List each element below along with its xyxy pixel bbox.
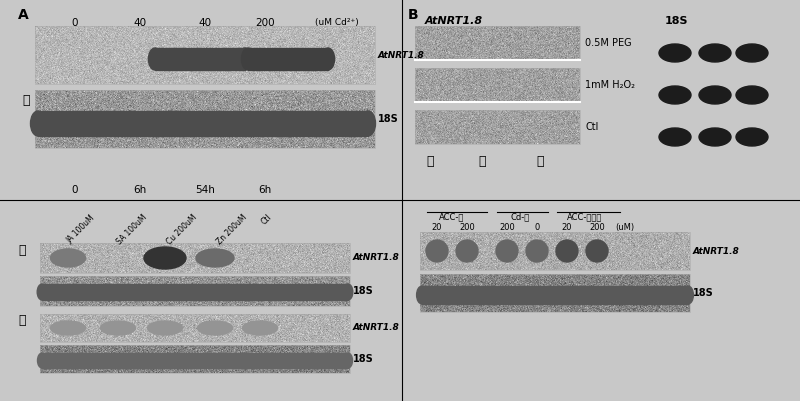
Bar xyxy=(35,90,375,148)
Ellipse shape xyxy=(659,44,691,62)
Ellipse shape xyxy=(736,128,768,146)
Text: ACC-根: ACC-根 xyxy=(439,212,465,221)
Ellipse shape xyxy=(38,284,46,300)
Bar xyxy=(155,48,245,70)
Text: B: B xyxy=(408,8,418,22)
Text: 18S: 18S xyxy=(353,286,374,296)
Ellipse shape xyxy=(144,247,186,269)
Text: 40: 40 xyxy=(134,18,146,28)
Bar xyxy=(420,274,690,312)
Ellipse shape xyxy=(659,128,691,146)
Text: 18S: 18S xyxy=(693,288,714,298)
Ellipse shape xyxy=(343,353,353,368)
Text: (uM Cd²⁺): (uM Cd²⁺) xyxy=(315,18,358,27)
Text: AtNRT1.8: AtNRT1.8 xyxy=(425,16,483,26)
Text: 茎: 茎 xyxy=(426,155,434,168)
Text: A: A xyxy=(18,8,29,22)
Ellipse shape xyxy=(242,321,278,335)
Ellipse shape xyxy=(147,321,182,335)
Ellipse shape xyxy=(196,249,234,267)
Text: 0.5M PEG: 0.5M PEG xyxy=(585,38,632,48)
Ellipse shape xyxy=(496,240,518,262)
Ellipse shape xyxy=(38,353,46,368)
Ellipse shape xyxy=(238,48,252,70)
Text: 0: 0 xyxy=(72,185,78,195)
Bar xyxy=(415,110,580,144)
Ellipse shape xyxy=(242,48,254,70)
Ellipse shape xyxy=(361,111,375,136)
Text: Ctl: Ctl xyxy=(260,213,274,227)
Ellipse shape xyxy=(149,48,162,70)
Text: Ctl: Ctl xyxy=(585,122,598,132)
Text: AtNRT1.8: AtNRT1.8 xyxy=(353,253,400,263)
Bar xyxy=(38,111,368,136)
Text: 200: 200 xyxy=(589,223,605,232)
Ellipse shape xyxy=(659,86,691,104)
Text: (uM): (uM) xyxy=(615,223,634,232)
Bar xyxy=(40,345,350,373)
Text: JA 100uM: JA 100uM xyxy=(65,213,97,245)
Ellipse shape xyxy=(699,128,731,146)
Ellipse shape xyxy=(556,240,578,262)
Text: 40: 40 xyxy=(198,18,211,28)
Text: 6h: 6h xyxy=(134,185,146,195)
Text: ACC-根，叶: ACC-根，叶 xyxy=(567,212,602,221)
Text: SA 100uM: SA 100uM xyxy=(115,213,149,247)
Ellipse shape xyxy=(682,286,694,304)
Text: 20: 20 xyxy=(432,223,442,232)
Ellipse shape xyxy=(736,86,768,104)
Bar xyxy=(42,284,348,300)
Text: 20: 20 xyxy=(562,223,572,232)
Text: 54h: 54h xyxy=(195,185,215,195)
Bar xyxy=(415,68,580,102)
Bar xyxy=(40,314,350,342)
Bar xyxy=(35,26,375,84)
Text: Zn 200uM: Zn 200uM xyxy=(215,213,249,247)
Ellipse shape xyxy=(322,48,334,70)
Text: 0: 0 xyxy=(534,223,540,232)
Ellipse shape xyxy=(699,86,731,104)
Ellipse shape xyxy=(343,284,353,300)
Text: AtNRT1.8: AtNRT1.8 xyxy=(353,324,400,332)
Ellipse shape xyxy=(736,44,768,62)
Text: Cd-根: Cd-根 xyxy=(510,212,530,221)
Bar xyxy=(415,26,580,60)
Text: 1mM H₂O₂: 1mM H₂O₂ xyxy=(585,80,635,90)
Text: 茎: 茎 xyxy=(18,243,26,257)
Text: 叶: 叶 xyxy=(478,155,486,168)
Text: 200: 200 xyxy=(255,18,275,28)
Text: 根: 根 xyxy=(536,155,544,168)
Bar xyxy=(248,48,328,70)
Ellipse shape xyxy=(426,240,448,262)
Text: 18S: 18S xyxy=(378,114,398,124)
Text: 18S: 18S xyxy=(665,16,689,26)
Text: Cu 200uM: Cu 200uM xyxy=(165,213,198,247)
Ellipse shape xyxy=(526,240,548,262)
Text: 18S: 18S xyxy=(353,354,374,364)
Ellipse shape xyxy=(699,44,731,62)
Text: AtNRT1.8: AtNRT1.8 xyxy=(378,51,425,59)
Ellipse shape xyxy=(586,240,608,262)
Ellipse shape xyxy=(417,286,427,304)
Text: 200: 200 xyxy=(499,223,515,232)
Text: 0: 0 xyxy=(72,18,78,28)
Text: 200: 200 xyxy=(459,223,475,232)
Text: AtNRT1.8: AtNRT1.8 xyxy=(693,247,740,255)
Ellipse shape xyxy=(198,321,233,335)
Ellipse shape xyxy=(30,111,46,136)
Ellipse shape xyxy=(101,321,135,335)
Bar xyxy=(422,286,688,304)
Text: 根: 根 xyxy=(22,93,30,107)
Bar xyxy=(42,353,348,368)
Bar xyxy=(40,276,350,306)
Text: 6h: 6h xyxy=(258,185,272,195)
Ellipse shape xyxy=(50,249,86,267)
Bar xyxy=(420,232,690,270)
Bar xyxy=(40,243,350,273)
Ellipse shape xyxy=(50,321,86,335)
Text: 根: 根 xyxy=(18,314,26,326)
Ellipse shape xyxy=(456,240,478,262)
